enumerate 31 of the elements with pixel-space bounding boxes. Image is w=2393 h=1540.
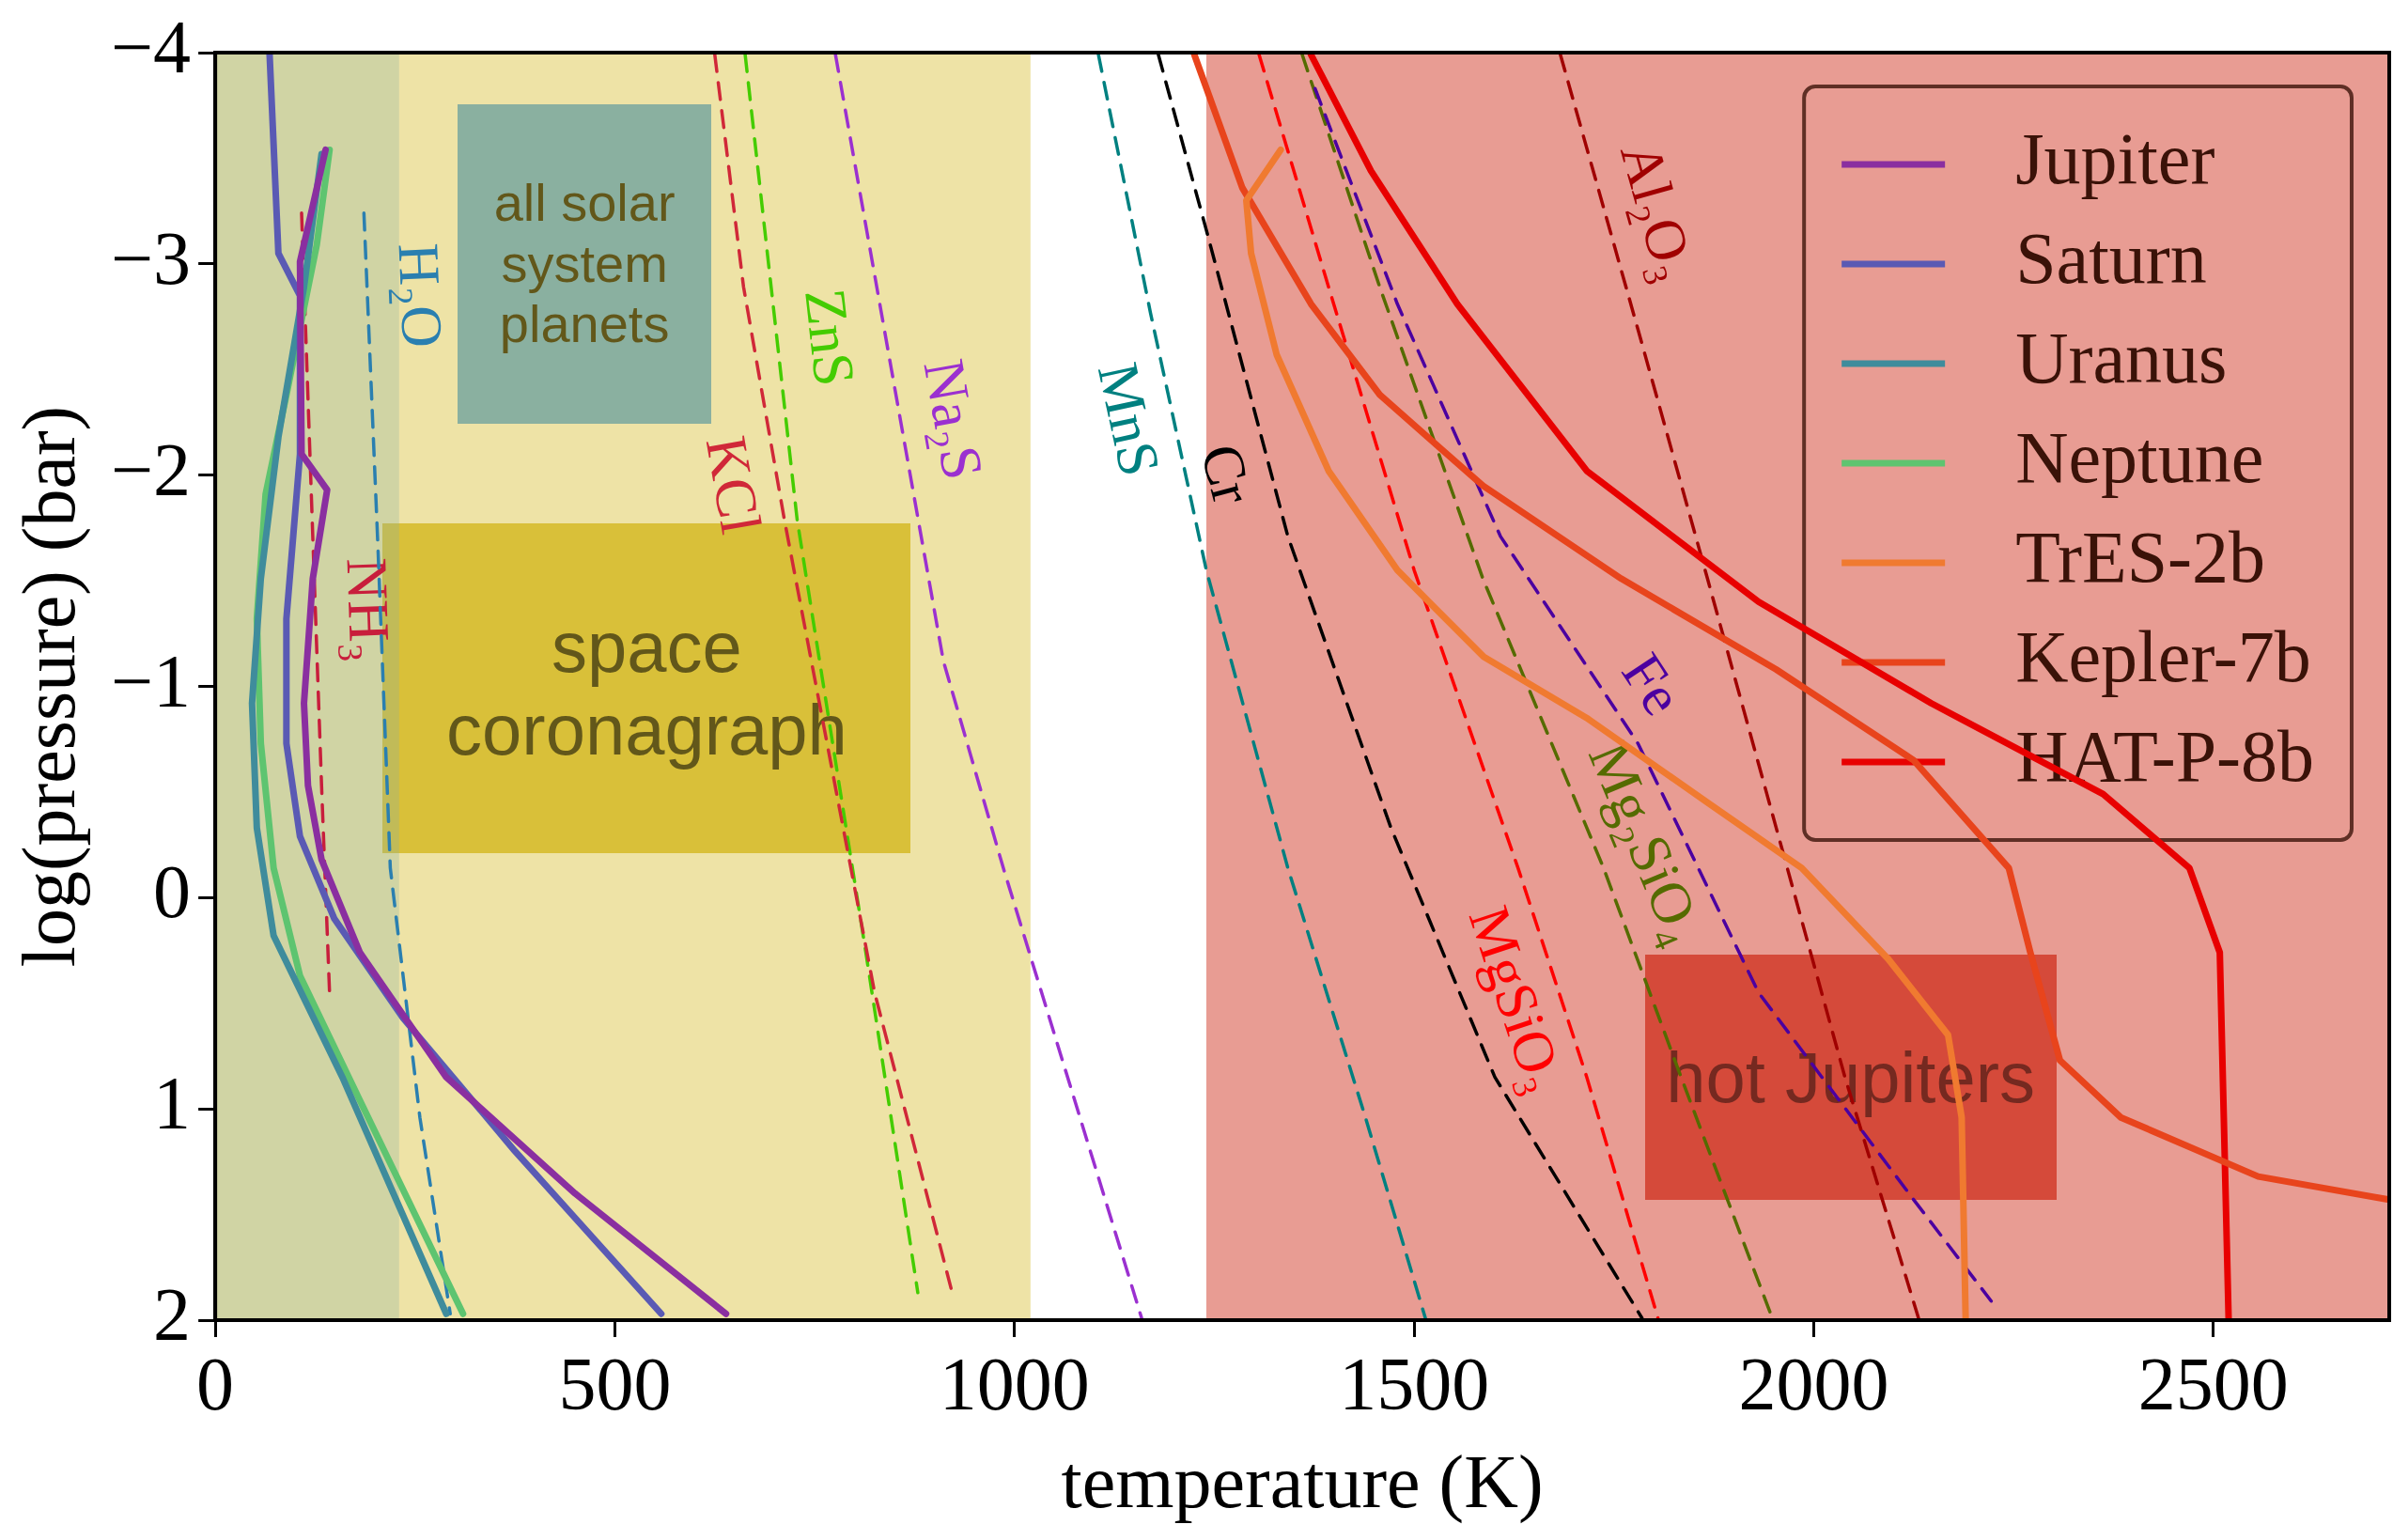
text-box: hot Jupiters [1644,954,2057,1200]
y-tick-label: 1 [153,1062,192,1145]
legend-label: HAT-P-8b [2015,715,2314,798]
x-tick-label: 1000 [939,1343,1090,1426]
text-box: all solar system planets [458,103,712,424]
x-tick-label: 1500 [1339,1343,1490,1426]
text: MnS [1085,357,1173,482]
text: Fe [1609,642,1696,726]
x-tick-label: 2500 [2137,1343,2289,1426]
legend-label: Neptune [2015,416,2264,499]
x-tick-label: 2000 [1738,1343,1889,1426]
legend-label: Saturn [2015,217,2207,300]
y-tick-label: 2 [153,1273,192,1357]
x-tick-label: 500 [558,1343,672,1426]
y-tick-label: −1 [110,639,192,723]
text: Na₂S [911,354,996,485]
legend-label: Uranus [2015,317,2228,399]
y-tick-label: −3 [110,216,192,300]
text: ZnS [792,285,868,390]
legend-label: Jupiter [2015,117,2215,200]
y-axis-title: log(pressure) (bar) [8,405,92,968]
text: Cr [1189,437,1266,511]
y-tick-label: −2 [110,428,192,511]
legend-label: TrES-2b [2015,516,2266,599]
text: H₂O [386,241,456,350]
x-axis-title: temperature (K) [1061,1440,1544,1525]
y-tick-label: −4 [110,6,192,89]
legend-label: Kepler-7b [2015,615,2311,698]
y-tick-label: 0 [153,850,192,934]
text: MgSiO₃ [1456,898,1577,1101]
text: Al₂O₃ [1608,135,1709,288]
